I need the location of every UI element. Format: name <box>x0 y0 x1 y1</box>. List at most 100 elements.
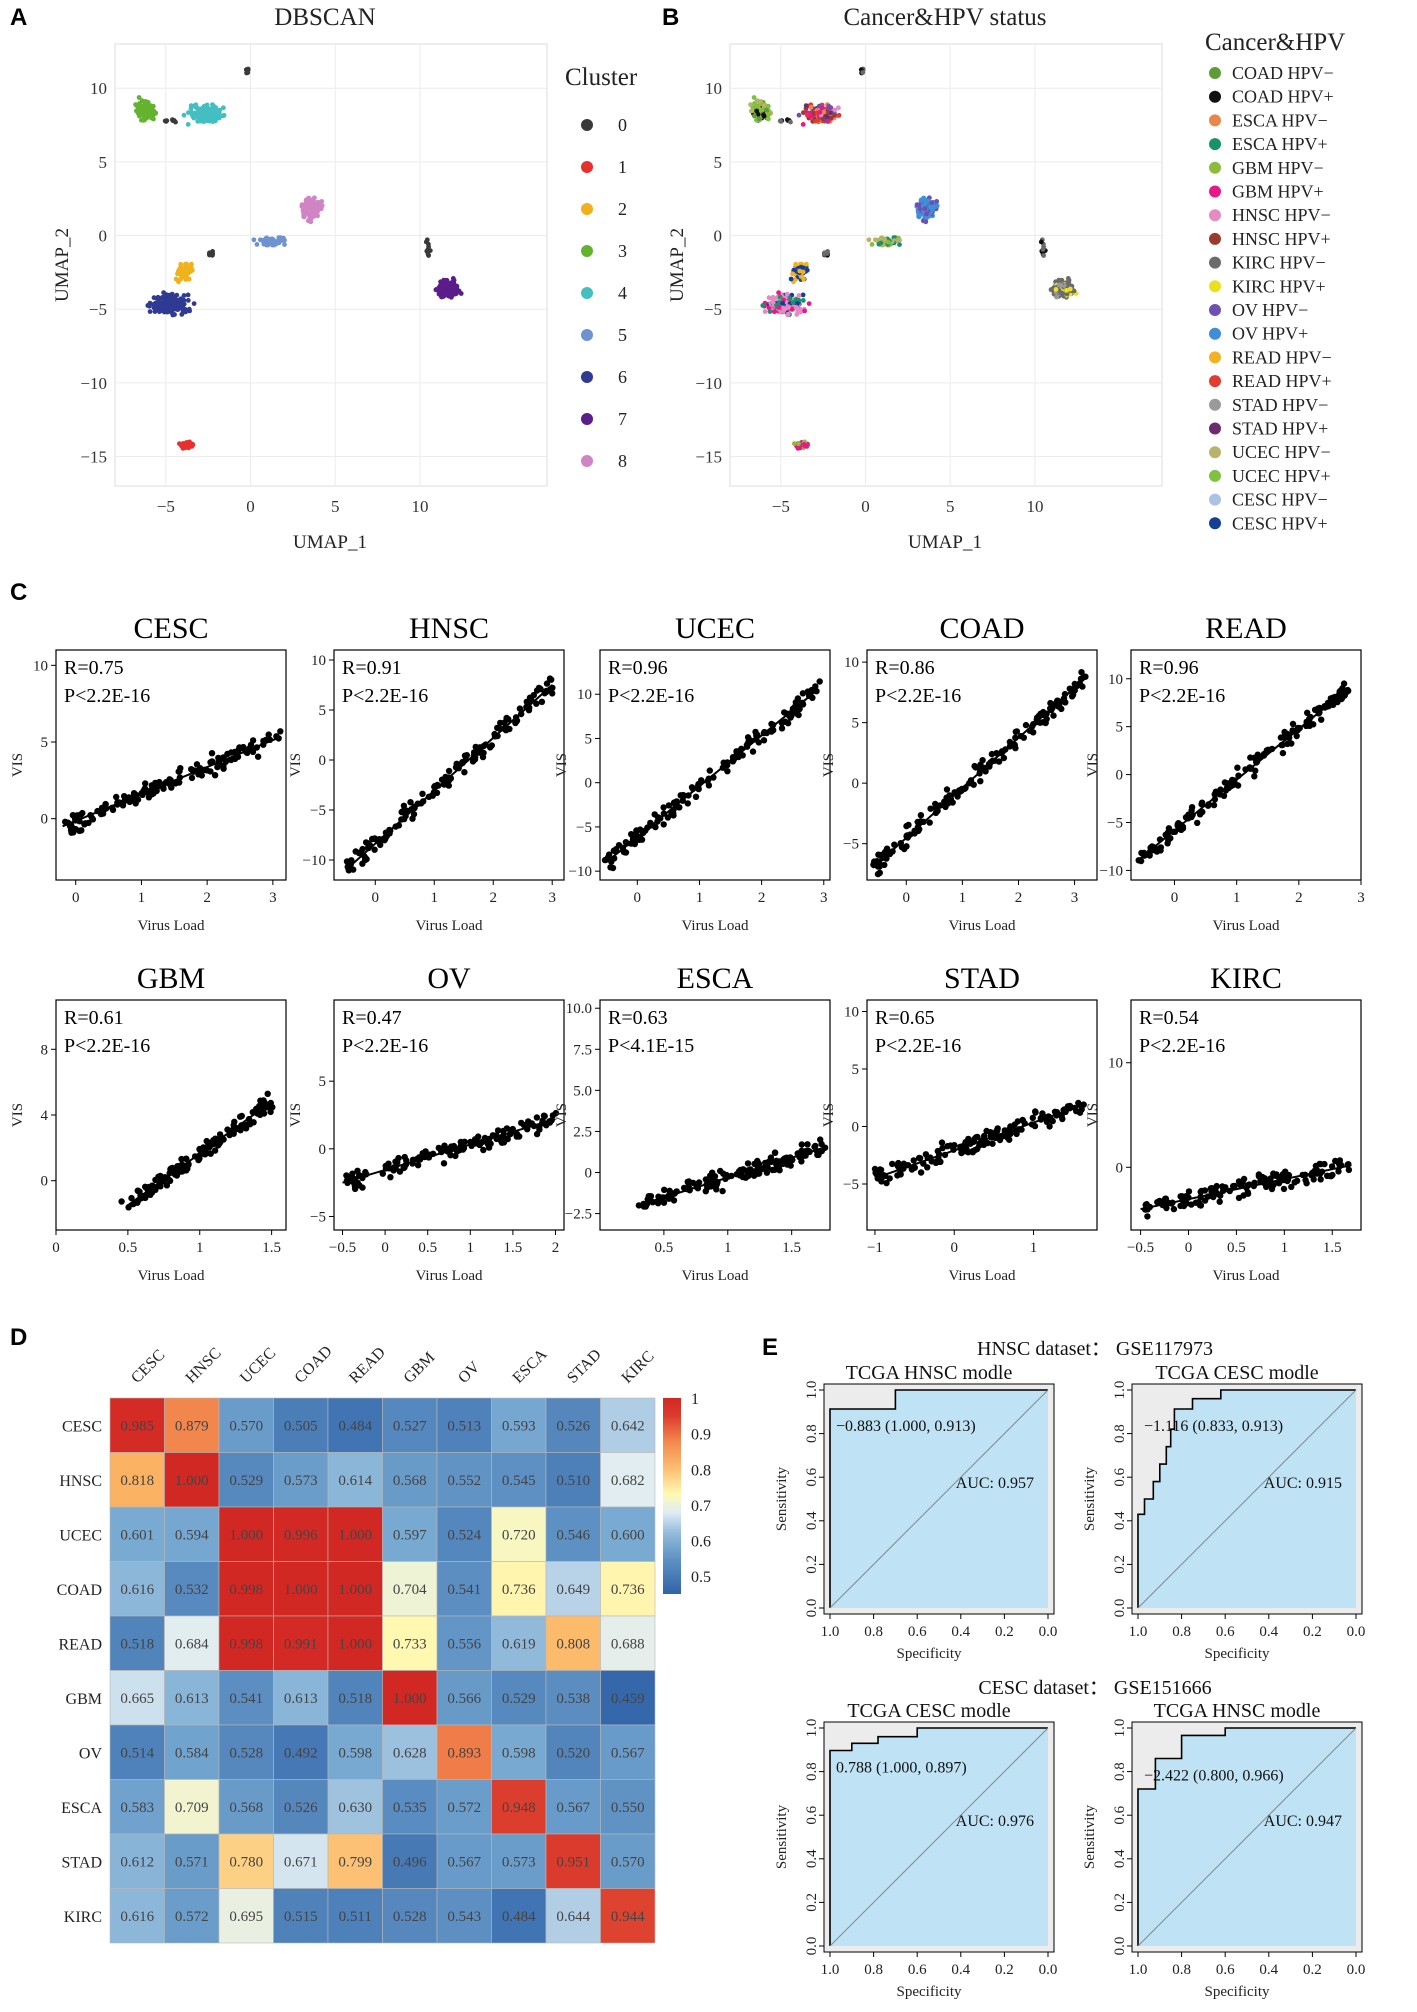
cancer-hpv-legend-swatch <box>1209 90 1221 103</box>
scatter-point <box>494 724 501 732</box>
cluster-legend-label: 5 <box>618 325 627 345</box>
scatter-point <box>61 818 69 825</box>
y-tick-label: 5 <box>585 731 593 747</box>
scatter-point <box>821 1144 829 1151</box>
y-tick-label: 4 <box>41 1108 49 1124</box>
heatmap-cell <box>218 1724 274 1780</box>
scatter-xlabel: Virus Load <box>1212 918 1280 934</box>
scatter-point <box>881 849 888 856</box>
correlation-r: R=0.61 <box>64 1007 124 1029</box>
cancer-hpv-legend-label: CESC HPV+ <box>1232 513 1328 533</box>
x-tick-label: 3 <box>548 890 556 906</box>
umap-point <box>866 237 872 243</box>
umap-point <box>145 303 151 308</box>
umap-point <box>1040 247 1046 252</box>
heatmap-cell <box>545 1779 601 1835</box>
heatmap-value: 0.808 <box>556 1636 590 1652</box>
correlation-r: R=0.47 <box>342 1007 402 1029</box>
y-tick-label: 0 <box>714 227 723 246</box>
scatter-point <box>1240 1192 1247 1199</box>
x-tick-label: 0.0 <box>1347 1962 1366 1978</box>
umap-point <box>254 242 260 247</box>
x-tick-label: 1 <box>959 890 967 906</box>
scatter-point <box>518 1119 525 1127</box>
scatter-point <box>705 782 713 789</box>
heatmap-cell <box>491 1452 547 1508</box>
heatmap-value: 0.541 <box>229 1691 263 1707</box>
scatter-point <box>1281 728 1288 736</box>
scatter-point <box>1153 848 1161 855</box>
scatter-ylabel: VIS <box>288 753 304 777</box>
umap-point <box>181 441 186 447</box>
heatmap-value: 0.597 <box>393 1527 427 1543</box>
x-tick-label: 2 <box>203 890 211 906</box>
x-tick-label: 0.6 <box>1216 1962 1235 1978</box>
umap-point <box>425 247 431 252</box>
scatter-point <box>371 846 378 853</box>
umap-point <box>749 108 754 114</box>
scatter-point <box>1185 811 1192 818</box>
heatmap-cell <box>382 1888 438 1944</box>
scatter-point <box>905 821 912 829</box>
x-tick-label: −5 <box>157 497 175 516</box>
scatter-point <box>652 823 659 831</box>
y-tick-label: 10 <box>1108 672 1123 688</box>
scatter-point <box>676 804 683 811</box>
scatter-title: KIRC <box>1210 962 1282 995</box>
heatmap-value: 0.484 <box>502 1909 536 1925</box>
scatter-point <box>472 743 479 751</box>
heatmap-cell <box>273 1888 329 1944</box>
scatter-point <box>1068 693 1076 700</box>
heatmap-cell <box>600 1561 656 1617</box>
correlation-r: R=0.65 <box>875 1007 935 1029</box>
umap-point <box>139 108 145 114</box>
scatter-point <box>660 1199 668 1206</box>
scatter-point <box>395 1154 402 1162</box>
heatmap-value: 0.644 <box>556 1909 590 1925</box>
umap-point <box>767 309 773 314</box>
cluster-legend-label: 3 <box>618 241 627 261</box>
umap-point <box>282 237 287 243</box>
heatmap-value: 0.594 <box>175 1527 209 1543</box>
heatmap-value: 0.556 <box>447 1636 481 1652</box>
scatter-point <box>1201 1197 1209 1204</box>
heatmap-value: 0.459 <box>611 1691 645 1707</box>
y-tick-label: −10 <box>80 374 107 393</box>
x-tick-label: 0 <box>903 890 911 906</box>
umap-point <box>792 441 797 447</box>
x-tick-label: 1 <box>724 1240 732 1256</box>
p-value: P<2.2E-16 <box>64 685 150 707</box>
y-tick-label: 0.8 <box>1112 1762 1128 1781</box>
heatmap-cell <box>436 1397 492 1453</box>
scatter-point <box>533 700 540 707</box>
scatter-point <box>917 812 925 819</box>
scatter-point <box>277 728 284 735</box>
heatmap-value: 0.736 <box>611 1582 645 1598</box>
heatmap-value: 1.000 <box>284 1582 318 1598</box>
y-tick-label: −15 <box>80 448 107 467</box>
heatmap-value: 0.513 <box>447 1418 481 1434</box>
scatter-point <box>250 1119 257 1126</box>
roc-ylabel: Sensitivity <box>774 1804 790 1869</box>
heatmap-cell <box>382 1561 438 1617</box>
x-tick-label: 10 <box>1026 497 1043 516</box>
umap-point <box>177 441 182 447</box>
scatter-point <box>142 780 149 787</box>
scatter-point <box>702 1188 709 1195</box>
scatter-point <box>1235 1178 1243 1185</box>
heatmap-value: 0.998 <box>229 1636 263 1652</box>
scatter-point <box>486 744 494 751</box>
panel-label-c: C <box>10 579 27 606</box>
heatmap-value: 0.799 <box>338 1854 372 1870</box>
x-tick-label: 0.0 <box>1347 1624 1366 1640</box>
x-tick-label: 0.2 <box>995 1624 1014 1640</box>
heatmap-value: 0.951 <box>556 1854 590 1870</box>
x-tick-label: 0 <box>1185 1240 1193 1256</box>
scatter-point <box>645 1193 652 1200</box>
x-tick-label: 10 <box>411 497 428 516</box>
heatmap-value: 0.879 <box>175 1418 209 1434</box>
scatter-ylabel: VIS <box>1085 1103 1101 1127</box>
scatter-point <box>228 749 235 756</box>
scatter-point <box>240 745 248 752</box>
cancer-hpv-legend-swatch <box>1209 161 1221 174</box>
